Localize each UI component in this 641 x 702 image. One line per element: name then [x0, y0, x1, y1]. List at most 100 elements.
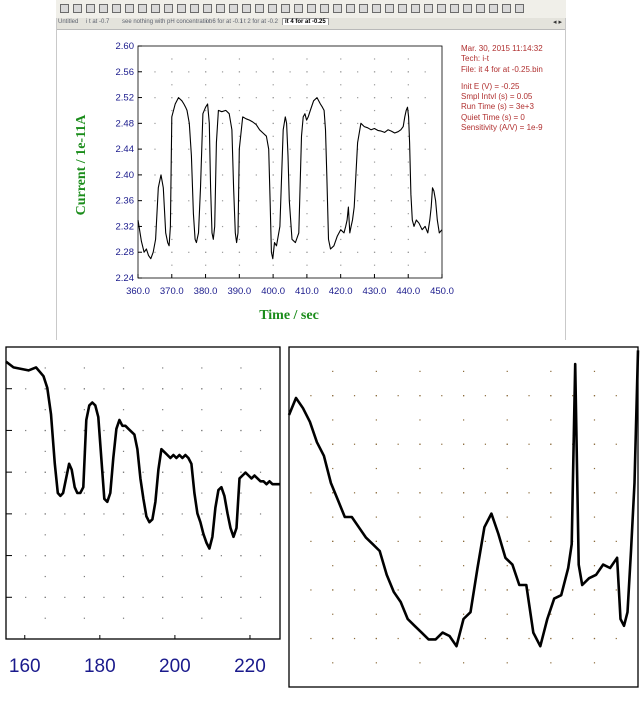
grid-dot	[103, 388, 105, 390]
grid-dot	[220, 555, 222, 557]
grid-dot	[205, 238, 207, 241]
toolbar-button-icon[interactable]	[86, 4, 95, 13]
grid-dot	[375, 662, 377, 664]
grid-dot	[340, 238, 342, 241]
grid-dot	[25, 596, 27, 598]
toolbar-button-icon[interactable]	[489, 4, 498, 13]
toolbar-button-icon[interactable]	[242, 4, 251, 13]
zoom-chart-right-series-line	[287, 350, 640, 648]
grid-dot	[122, 492, 125, 494]
grid-dot	[357, 225, 359, 228]
grid-dot	[407, 238, 409, 241]
tab-5[interactable]: it 4 for at -0.25	[282, 18, 329, 25]
grid-dot	[142, 596, 144, 598]
toolbar-button-icon[interactable]	[372, 4, 381, 13]
toolbar-button-icon[interactable]	[138, 4, 147, 13]
grid-dot	[272, 225, 274, 228]
grid-dot	[272, 174, 274, 176]
toolbar-button-icon[interactable]	[60, 4, 69, 13]
grid-dot	[323, 174, 325, 176]
grid-dot	[306, 122, 308, 125]
grid-dot	[306, 187, 308, 189]
toolbar-button-icon[interactable]	[411, 4, 420, 13]
grid-dot	[550, 443, 552, 445]
grid-dot	[506, 565, 508, 567]
toolbar-button-icon[interactable]	[515, 4, 524, 13]
grid-dot	[142, 388, 144, 390]
grid-dot	[64, 471, 66, 473]
toolbar-button-icon[interactable]	[359, 4, 368, 13]
grid-dot	[550, 370, 552, 372]
grid-dot	[407, 187, 409, 189]
tab-0[interactable]: Untitled	[58, 19, 79, 25]
grid-dot	[615, 540, 617, 542]
grid-dot	[373, 213, 376, 215]
grid-dot	[255, 97, 257, 99]
grid-dot	[550, 637, 552, 640]
toolbar-button-icon[interactable]	[112, 4, 121, 13]
grid-dot	[407, 97, 409, 99]
toolbar-button-icon[interactable]	[203, 4, 212, 13]
toolbar-button-icon[interactable]	[463, 4, 472, 13]
grid-dot	[550, 492, 552, 494]
main-chart-x-tick-label: 360.0	[126, 286, 150, 297]
main-chart-x-tick-label: 440.0	[396, 286, 420, 297]
toolbar-button-icon[interactable]	[398, 4, 407, 13]
grid-dot	[162, 575, 164, 578]
toolbar-button-icon[interactable]	[73, 4, 82, 13]
toolbar-button-icon[interactable]	[229, 4, 238, 13]
grid-dot	[407, 135, 409, 137]
grid-dot	[332, 516, 334, 518]
toolbar-button-icon[interactable]	[268, 4, 277, 13]
toolbar-button-icon[interactable]	[294, 4, 303, 13]
grid-dot	[340, 200, 342, 202]
grid-dot	[44, 471, 46, 473]
toolbar-button-icon[interactable]	[450, 4, 459, 13]
toolbar-button-icon[interactable]	[424, 4, 433, 13]
toolbar-button-icon[interactable]	[216, 4, 225, 13]
info-date: Mar. 30, 2015 11:14:32	[461, 44, 543, 53]
toolbar-button-icon[interactable]	[385, 4, 394, 13]
toolbar-button-icon[interactable]	[307, 4, 316, 13]
toolbar-button-icon[interactable]	[255, 4, 264, 13]
toolbar-button-icon[interactable]	[437, 4, 446, 13]
grid-dot	[103, 429, 105, 432]
toolbar-button-icon[interactable]	[164, 4, 173, 13]
grid-dot	[240, 555, 242, 557]
tab-2[interactable]: see nothing with pH concentration	[122, 19, 213, 25]
grid-dot	[272, 200, 274, 202]
grid-dot	[122, 555, 125, 557]
grid-dot	[340, 174, 342, 176]
toolbar-button-icon[interactable]	[333, 4, 342, 13]
tab-1[interactable]: i t at -0.7	[86, 19, 110, 25]
grid-dot	[272, 161, 274, 163]
toolbar-button-icon[interactable]	[320, 4, 329, 13]
toolbar-button-icon[interactable]	[502, 4, 511, 13]
toolbar-button-icon[interactable]	[125, 4, 134, 13]
tab-3[interactable]: i t 6 for at -0.1	[206, 19, 244, 25]
toolbar-button-icon[interactable]	[281, 4, 290, 13]
tab-4[interactable]: i t 2 for at -0.2	[241, 19, 279, 25]
grid-dot	[142, 513, 144, 515]
tab-nav-arrows[interactable]: ◂ ▸	[553, 19, 562, 26]
toolbar-button-icon[interactable]	[151, 4, 160, 13]
toolbar-button-icon[interactable]	[99, 4, 108, 13]
document-tabs: ◂ ▸ Untitled i t at -0.7 see nothing with …	[56, 18, 566, 30]
main-chart-y-tick-label: 2.28	[116, 247, 135, 258]
grid-dot	[310, 395, 312, 397]
toolbar-button-icon[interactable]	[346, 4, 355, 13]
toolbar-button-icon[interactable]	[177, 4, 186, 13]
grid-dot	[25, 555, 27, 557]
toolbar-button-icon[interactable]	[190, 4, 199, 13]
grid-dot	[340, 148, 342, 150]
grid-dot	[181, 388, 183, 390]
grid-dot	[205, 264, 207, 266]
grid-dot	[506, 589, 508, 591]
grid-dot	[419, 540, 421, 542]
grid-dot	[390, 122, 393, 125]
toolbar-button-icon[interactable]	[476, 4, 485, 13]
grid-dot	[528, 540, 530, 542]
grid-dot	[205, 213, 207, 215]
grid-dot	[484, 637, 487, 640]
grid-dot	[463, 516, 465, 518]
